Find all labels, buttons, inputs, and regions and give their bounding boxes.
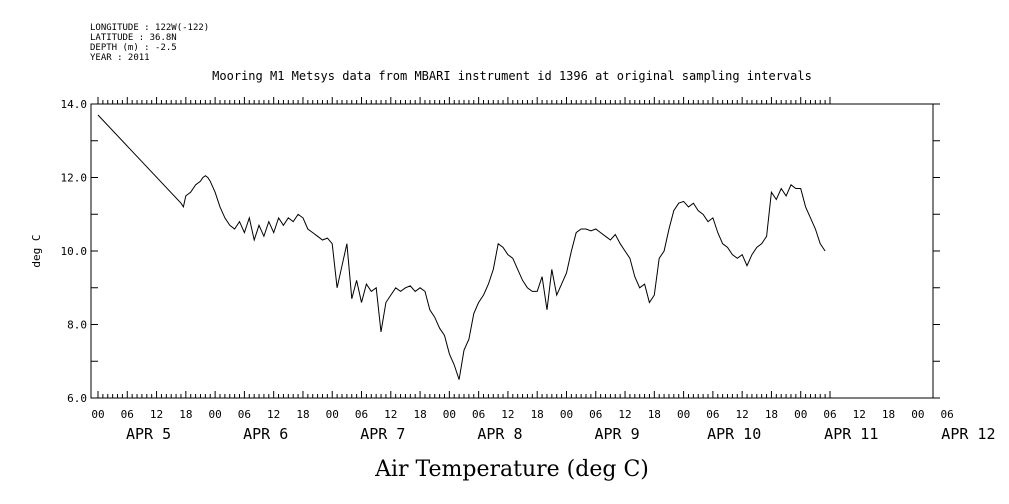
x-day-label: APR 10 [707,425,761,443]
x-day-label: APR 9 [594,425,639,443]
x-hour-label: 18 [765,408,778,421]
x-hour-label: 12 [618,408,631,421]
x-day-label: APR 8 [477,425,522,443]
x-hour-label: 00 [911,408,924,421]
x-day-label: APR 11 [824,425,878,443]
x-hour-label: 18 [531,408,544,421]
x-hour-label: 00 [326,408,339,421]
x-day-label: APR 5 [126,425,171,443]
x-hour-label: 12 [267,408,280,421]
x-hour-label: 18 [179,408,192,421]
x-hour-label: 00 [560,408,573,421]
x-hour-label: 06 [238,408,251,421]
x-day-label: APR 6 [243,425,288,443]
x-hour-label: 12 [150,408,163,421]
x-axis-label: Air Temperature (deg C) [374,457,649,482]
x-hour-label: 06 [355,408,368,421]
plot-frame [90,103,934,399]
axis-ticks [91,97,940,399]
x-hour-label: 12 [501,408,514,421]
x-hour-label: 12 [736,408,749,421]
x-hour-label: 06 [823,408,836,421]
x-hour-label: 18 [648,408,661,421]
x-hour-label: 06 [940,408,953,421]
y-tick-label: 6.0 [67,392,87,405]
x-hour-label: 00 [91,408,104,421]
y-tick-label: 8.0 [67,319,87,332]
x-hour-label: 12 [384,408,397,421]
meta-year: YEAR : 2011 [90,53,150,63]
x-hour-label: 06 [706,408,719,421]
x-hour-label: 18 [882,408,895,421]
x-day-label: APR 7 [360,425,405,443]
x-hour-label: 06 [589,408,602,421]
x-hour-labels: 00 06 12 18 00 06 12 18 00 06 12 18 00 06 12 18 00 06 12 18… [91,408,953,421]
y-tick-labels: 6.0 8.0 10.0 12.0 14.0 [61,98,88,405]
y-tick-label: 14.0 [61,98,88,111]
meta-latitude: LATITUDE : 36.8N [90,33,177,43]
x-day-labels: APR 5 APR 6 APR 7 APR 8 APR 9 APR 10 APR 11 APR… [126,425,996,443]
x-hour-label: 00 [443,408,456,421]
y-tick-label: 10.0 [61,245,88,258]
plot-border [90,103,934,399]
x-hour-label: 06 [121,408,134,421]
meta-longitude: LONGITUDE : 122W(-122) [90,23,209,33]
x-day-label: APR 12 [941,425,995,443]
x-hour-label: 00 [794,408,807,421]
air-temperature-line [97,114,826,380]
chart-title: Mooring M1 Metsys data from MBARI instru… [212,69,812,83]
series-group [97,114,826,380]
x-hour-label: 06 [472,408,485,421]
y-tick-label: 12.0 [61,172,88,185]
y-axis-label: deg C [30,234,43,267]
meta-depth: DEPTH (m) : -2.5 [90,43,177,53]
x-hour-label: 12 [853,408,866,421]
x-hour-label: 00 [677,408,690,421]
x-hour-label: 18 [296,408,309,421]
x-hour-label: 18 [413,408,426,421]
x-hour-label: 00 [208,408,221,421]
